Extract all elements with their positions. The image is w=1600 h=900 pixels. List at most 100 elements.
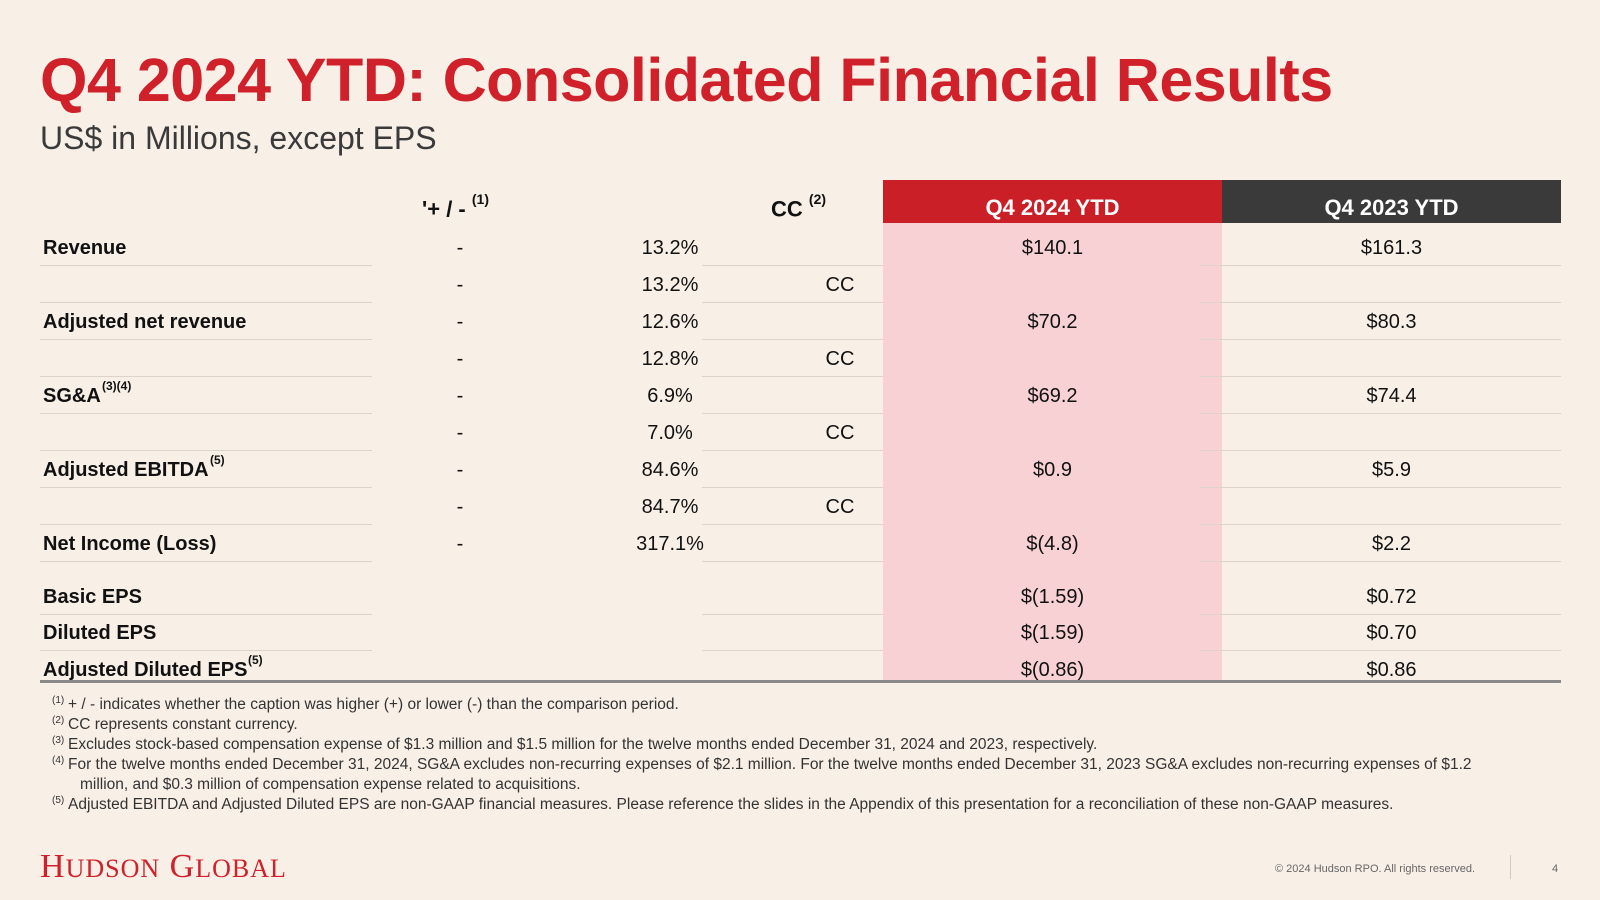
footer-divider	[1510, 855, 1511, 879]
prior-period-value: $80.3	[1366, 311, 1417, 333]
table-row: - 7.0% CC	[40, 414, 1561, 451]
current-period-column-highlight	[883, 180, 1222, 682]
row-divider	[40, 339, 372, 340]
row-label: Adjusted net revenue	[43, 311, 247, 333]
current-period-value: $70.2	[1027, 311, 1078, 333]
current-period-value: $69.2	[1027, 385, 1078, 407]
row-divider	[1200, 561, 1561, 562]
row-divider	[1200, 339, 1561, 340]
current-period-value: $140.1	[1021, 237, 1084, 259]
copyright-notice: © 2024 Hudson RPO. All rights reserved.	[1275, 863, 1476, 875]
change-direction: -	[456, 459, 464, 481]
row-label: Revenue	[43, 237, 127, 259]
prior-period-value: $5.9	[1372, 459, 1411, 481]
footnotes: (1) + / - indicates whether the caption w…	[50, 695, 1590, 815]
row-label: Basic EPS	[43, 586, 142, 608]
constant-currency-flag: CC	[825, 422, 855, 444]
row-divider	[1200, 487, 1561, 488]
row-divider	[40, 376, 372, 377]
change-percent: 13.2%	[641, 237, 699, 259]
prior-period-value: $0.72	[1366, 586, 1417, 608]
prior-period-value: $0.70	[1366, 622, 1417, 644]
current-period-value: $(4.8)	[1026, 533, 1079, 555]
row-label: Diluted EPS	[43, 622, 157, 644]
table-row: Adjusted EBITDA (5) - 84.6% $0.9 $5.9	[40, 451, 1561, 488]
cc-column-label: CC	[771, 196, 803, 222]
cc-column-header: CC (2)	[771, 191, 826, 222]
change-direction: -	[456, 496, 464, 518]
footnote: (4) For the twelve months ended December…	[52, 755, 1472, 773]
row-label-footnote-ref: (5)	[248, 653, 263, 667]
change-percent: 12.8%	[641, 348, 699, 370]
row-divider	[702, 413, 883, 414]
prior-period-value: $0.86	[1366, 659, 1417, 681]
footnote: (3) Excludes stock-based compensation exp…	[52, 735, 1098, 753]
row-divider	[40, 265, 372, 266]
table-row: Net Income (Loss) - 317.1% $(4.8) $2.2	[40, 525, 1561, 562]
row-divider	[702, 650, 883, 651]
sign-column-footnote-ref: (1)	[471, 191, 489, 207]
current-period-value: $(1.59)	[1020, 622, 1085, 644]
change-percent: 84.6%	[641, 459, 699, 481]
row-divider	[702, 487, 883, 488]
row-divider	[40, 487, 372, 488]
prior-period-header: Q4 2023 YTD	[1222, 180, 1561, 223]
row-divider	[1200, 302, 1561, 303]
cc-column-footnote-ref: (2)	[808, 191, 827, 207]
table-row: SG&A (3)(4) - 6.9% $69.2 $74.4	[40, 377, 1561, 414]
current-period-value: $0.9	[1033, 459, 1072, 481]
row-divider	[40, 413, 372, 414]
change-percent: 6.9%	[647, 385, 693, 407]
table-row: - 84.7% CC	[40, 488, 1561, 525]
prior-period-value: $161.3	[1360, 237, 1423, 259]
change-direction: -	[456, 422, 464, 444]
row-divider	[1200, 524, 1561, 525]
table-row: - 12.8% CC	[40, 340, 1561, 377]
current-period-header: Q4 2024 YTD	[883, 180, 1222, 223]
row-label: Adjusted Diluted EPS	[43, 659, 248, 681]
footnote: (5) Adjusted EBITDA and Adjusted Diluted…	[52, 795, 1394, 813]
row-divider	[1200, 413, 1561, 414]
change-direction: -	[456, 274, 464, 296]
row-divider	[40, 450, 372, 451]
row-divider	[1200, 614, 1561, 615]
row-divider	[40, 524, 372, 525]
row-divider	[702, 524, 883, 525]
constant-currency-flag: CC	[825, 274, 855, 296]
row-label-footnote-ref: (3)(4)	[102, 379, 132, 393]
constant-currency-flag: CC	[825, 348, 855, 370]
change-percent: 317.1%	[636, 533, 704, 555]
hudson-global-logo: HUDSON GLOBAL	[40, 848, 287, 885]
change-direction: -	[456, 348, 464, 370]
row-divider	[702, 302, 883, 303]
prior-period-value: $2.2	[1372, 533, 1411, 555]
row-divider	[40, 302, 372, 303]
table-row: - 13.2% CC	[40, 266, 1561, 303]
sign-column-label: '+ / -	[422, 196, 466, 222]
current-period-value: $(1.59)	[1020, 586, 1085, 608]
page-title: Q4 2024 YTD: Consolidated Financial Resu…	[40, 46, 1333, 114]
table-row: Basic EPS $(1.59) $0.72	[40, 578, 1561, 615]
table-bottom-rule	[40, 680, 1561, 683]
row-divider	[1200, 450, 1561, 451]
prior-period-value: $74.4	[1366, 385, 1417, 407]
table-row: Adjusted net revenue - 12.6% $70.2 $80.3	[40, 303, 1561, 340]
footnote: (1) + / - indicates whether the caption w…	[52, 695, 679, 713]
row-divider	[702, 561, 883, 562]
row-divider	[1200, 650, 1561, 651]
change-percent: 7.0%	[647, 422, 693, 444]
change-direction: -	[456, 311, 464, 333]
constant-currency-flag: CC	[825, 496, 855, 518]
row-divider	[1200, 376, 1561, 377]
change-direction: -	[456, 385, 464, 407]
page-subtitle: US$ in Millions, except EPS	[40, 120, 437, 156]
row-divider	[702, 450, 883, 451]
row-divider	[702, 614, 883, 615]
current-period-value: $(0.86)	[1020, 659, 1085, 681]
page-number: 4	[1552, 863, 1559, 875]
change-direction: -	[456, 533, 464, 555]
row-label-footnote-ref: (5)	[210, 453, 225, 467]
change-direction: -	[456, 237, 464, 259]
change-percent: 84.7%	[641, 496, 699, 518]
change-percent: 12.6%	[641, 311, 699, 333]
